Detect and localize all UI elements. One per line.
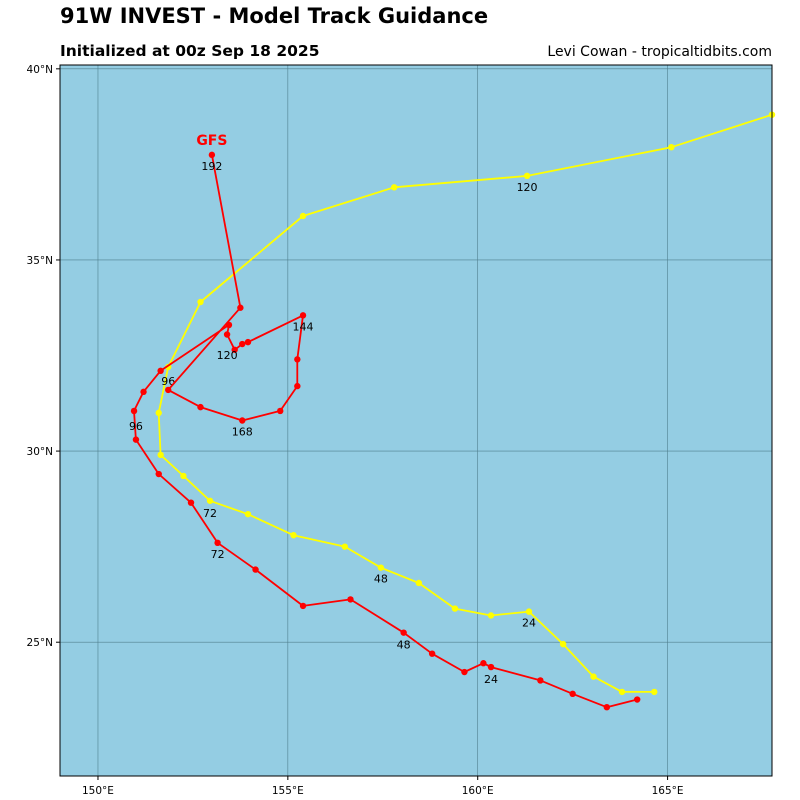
track-point: [618, 688, 626, 696]
credit-text: Levi Cowan - tropicaltidbits.com: [547, 44, 772, 60]
track-point: [180, 472, 187, 480]
forecast-hour-label: 96: [129, 420, 143, 433]
track-gfs: 24 48 72 96 120 144 168 192 GFS: [129, 133, 641, 711]
ocean-background: [60, 65, 772, 776]
track-point: [633, 696, 641, 703]
track-point: [277, 407, 284, 415]
track-point: [299, 312, 307, 319]
lon-tick-label: 150°E: [82, 785, 114, 797]
forecast-hour-label: 192: [201, 160, 222, 173]
track-point: [157, 367, 164, 375]
track-point: [155, 409, 162, 417]
track-point: [208, 151, 216, 159]
track-point: [603, 703, 611, 711]
lon-tick-label: 165°E: [652, 785, 684, 797]
track-point: [347, 596, 354, 603]
track-point: [130, 407, 138, 415]
track-point: [252, 566, 259, 573]
graticule: [60, 65, 772, 776]
track-point: [461, 668, 468, 676]
track-point: [400, 629, 407, 636]
lat-tick-label: 35°N: [27, 255, 53, 267]
axis-ticks: 150°E 155°E 160°E 165°E 25°N 30°N 35°N 40°N: [27, 64, 684, 797]
track-point: [341, 543, 348, 550]
track-point: [165, 386, 172, 394]
forecast-hour-label: 24: [522, 617, 536, 630]
track-point: [428, 650, 436, 657]
lat-tick-label: 40°N: [27, 64, 53, 76]
track-point: [525, 608, 533, 615]
track-point: [206, 497, 214, 504]
track-point: [225, 321, 233, 329]
track-point: [294, 382, 301, 390]
model-tracks: 24 48 72 96 120 24 48 72 96 120 144 168 192 GFS: [129, 111, 776, 711]
track-yellow: 24 48 72 96 120: [155, 111, 776, 696]
track-point: [244, 510, 252, 518]
track-point: [155, 470, 162, 478]
lon-tick-label: 160°E: [462, 785, 494, 797]
track-point: [197, 298, 204, 306]
track-point: [487, 612, 495, 619]
track-point: [157, 451, 164, 459]
track-point: [523, 172, 531, 180]
track-point: [480, 660, 487, 667]
forecast-hour-label: 120: [217, 349, 238, 362]
track-point: [569, 690, 576, 698]
track-point: [651, 688, 658, 696]
lat-tick-label: 25°N: [27, 637, 53, 649]
forecast-hour-label: 144: [293, 320, 314, 333]
track-point: [299, 212, 307, 220]
track-point: [668, 143, 675, 151]
track-point: [451, 605, 459, 612]
track-point: [239, 417, 246, 424]
track-point: [231, 346, 238, 353]
track-point: [214, 539, 221, 547]
track-point: [415, 579, 423, 587]
forecast-hour-label: 168: [232, 426, 253, 439]
track-point: [299, 602, 307, 610]
forecast-hour-label: 48: [397, 639, 411, 652]
track-point: [294, 356, 301, 363]
init-time-subtitle: Initialized at 00z Sep 18 2025: [60, 42, 320, 60]
track-point: [187, 499, 195, 506]
track-point: [132, 436, 140, 443]
track-point: [239, 340, 246, 348]
forecast-hour-label: 24: [484, 673, 498, 686]
forecast-hour-label: 72: [211, 548, 225, 561]
track-point: [590, 673, 597, 680]
forecast-hour-label: 96: [161, 375, 175, 388]
lat-tick-label: 30°N: [27, 446, 53, 458]
forecast-hour-label: 48: [374, 573, 388, 586]
track-point: [237, 304, 244, 311]
track-point: [559, 640, 567, 648]
track-point: [390, 184, 398, 191]
forecast-hour-label: 72: [203, 507, 217, 520]
track-point: [197, 403, 204, 411]
track-point: [244, 338, 252, 346]
track-point: [223, 331, 231, 338]
track-point: [377, 564, 385, 571]
map-frame: [59, 64, 773, 777]
lon-tick-label: 155°E: [272, 785, 304, 797]
track-point: [487, 663, 495, 671]
track-point: [537, 677, 544, 684]
forecast-hour-label: 120: [517, 181, 538, 194]
map-title: 91W INVEST - Model Track Guidance: [60, 4, 489, 28]
track-point: [290, 531, 297, 539]
track-point: [140, 388, 147, 396]
model-name-label: GFS: [196, 133, 227, 149]
